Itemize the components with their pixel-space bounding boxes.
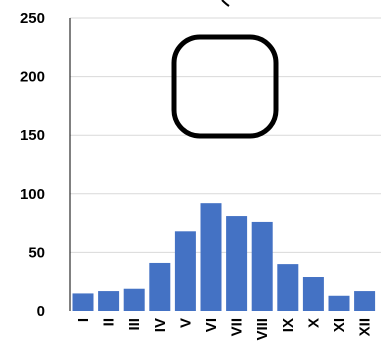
x-tick-label: VI — [203, 318, 220, 332]
bar-X — [302, 277, 324, 311]
x-tick-label: VIII — [254, 318, 271, 341]
bar-V — [174, 231, 196, 311]
bar-IV — [149, 262, 171, 311]
bar-I — [72, 293, 94, 311]
x-tick-label: XI — [331, 318, 348, 332]
x-tick-label: II — [101, 318, 118, 326]
bars — [72, 203, 376, 311]
bar-XII — [354, 291, 376, 311]
y-tick-label: 250 — [20, 10, 45, 27]
y-tick-label: 200 — [20, 69, 45, 86]
top-edge-mark — [221, 0, 230, 7]
y-tick-label: 100 — [20, 186, 45, 203]
y-tick-label: 0 — [37, 303, 45, 320]
x-tick-label: IV — [152, 318, 169, 332]
bar-VII — [226, 216, 248, 311]
bar-II — [98, 291, 120, 311]
bar-III — [123, 288, 145, 311]
x-tick-label: XII — [357, 318, 374, 336]
bar-XI — [328, 295, 350, 311]
x-tick-label: V — [177, 318, 194, 328]
x-tick-label: X — [305, 318, 322, 328]
y-tick-labels: 0 50 100 150 200 250 — [20, 10, 45, 320]
bar-VI — [200, 203, 222, 311]
bar-IX — [277, 264, 299, 311]
x-tick-label: VII — [229, 318, 246, 336]
bar-VIII — [251, 221, 273, 311]
x-tick-label: I — [75, 318, 92, 322]
x-tick-label: III — [126, 318, 143, 331]
y-tick-label: 150 — [20, 127, 45, 144]
x-tick-labels: I II III IV V VI VII VIII IX X XI XII — [75, 318, 374, 341]
rounded-square-symbol — [171, 34, 279, 139]
x-tick-label: IX — [280, 318, 297, 332]
y-tick-label: 50 — [28, 244, 45, 261]
